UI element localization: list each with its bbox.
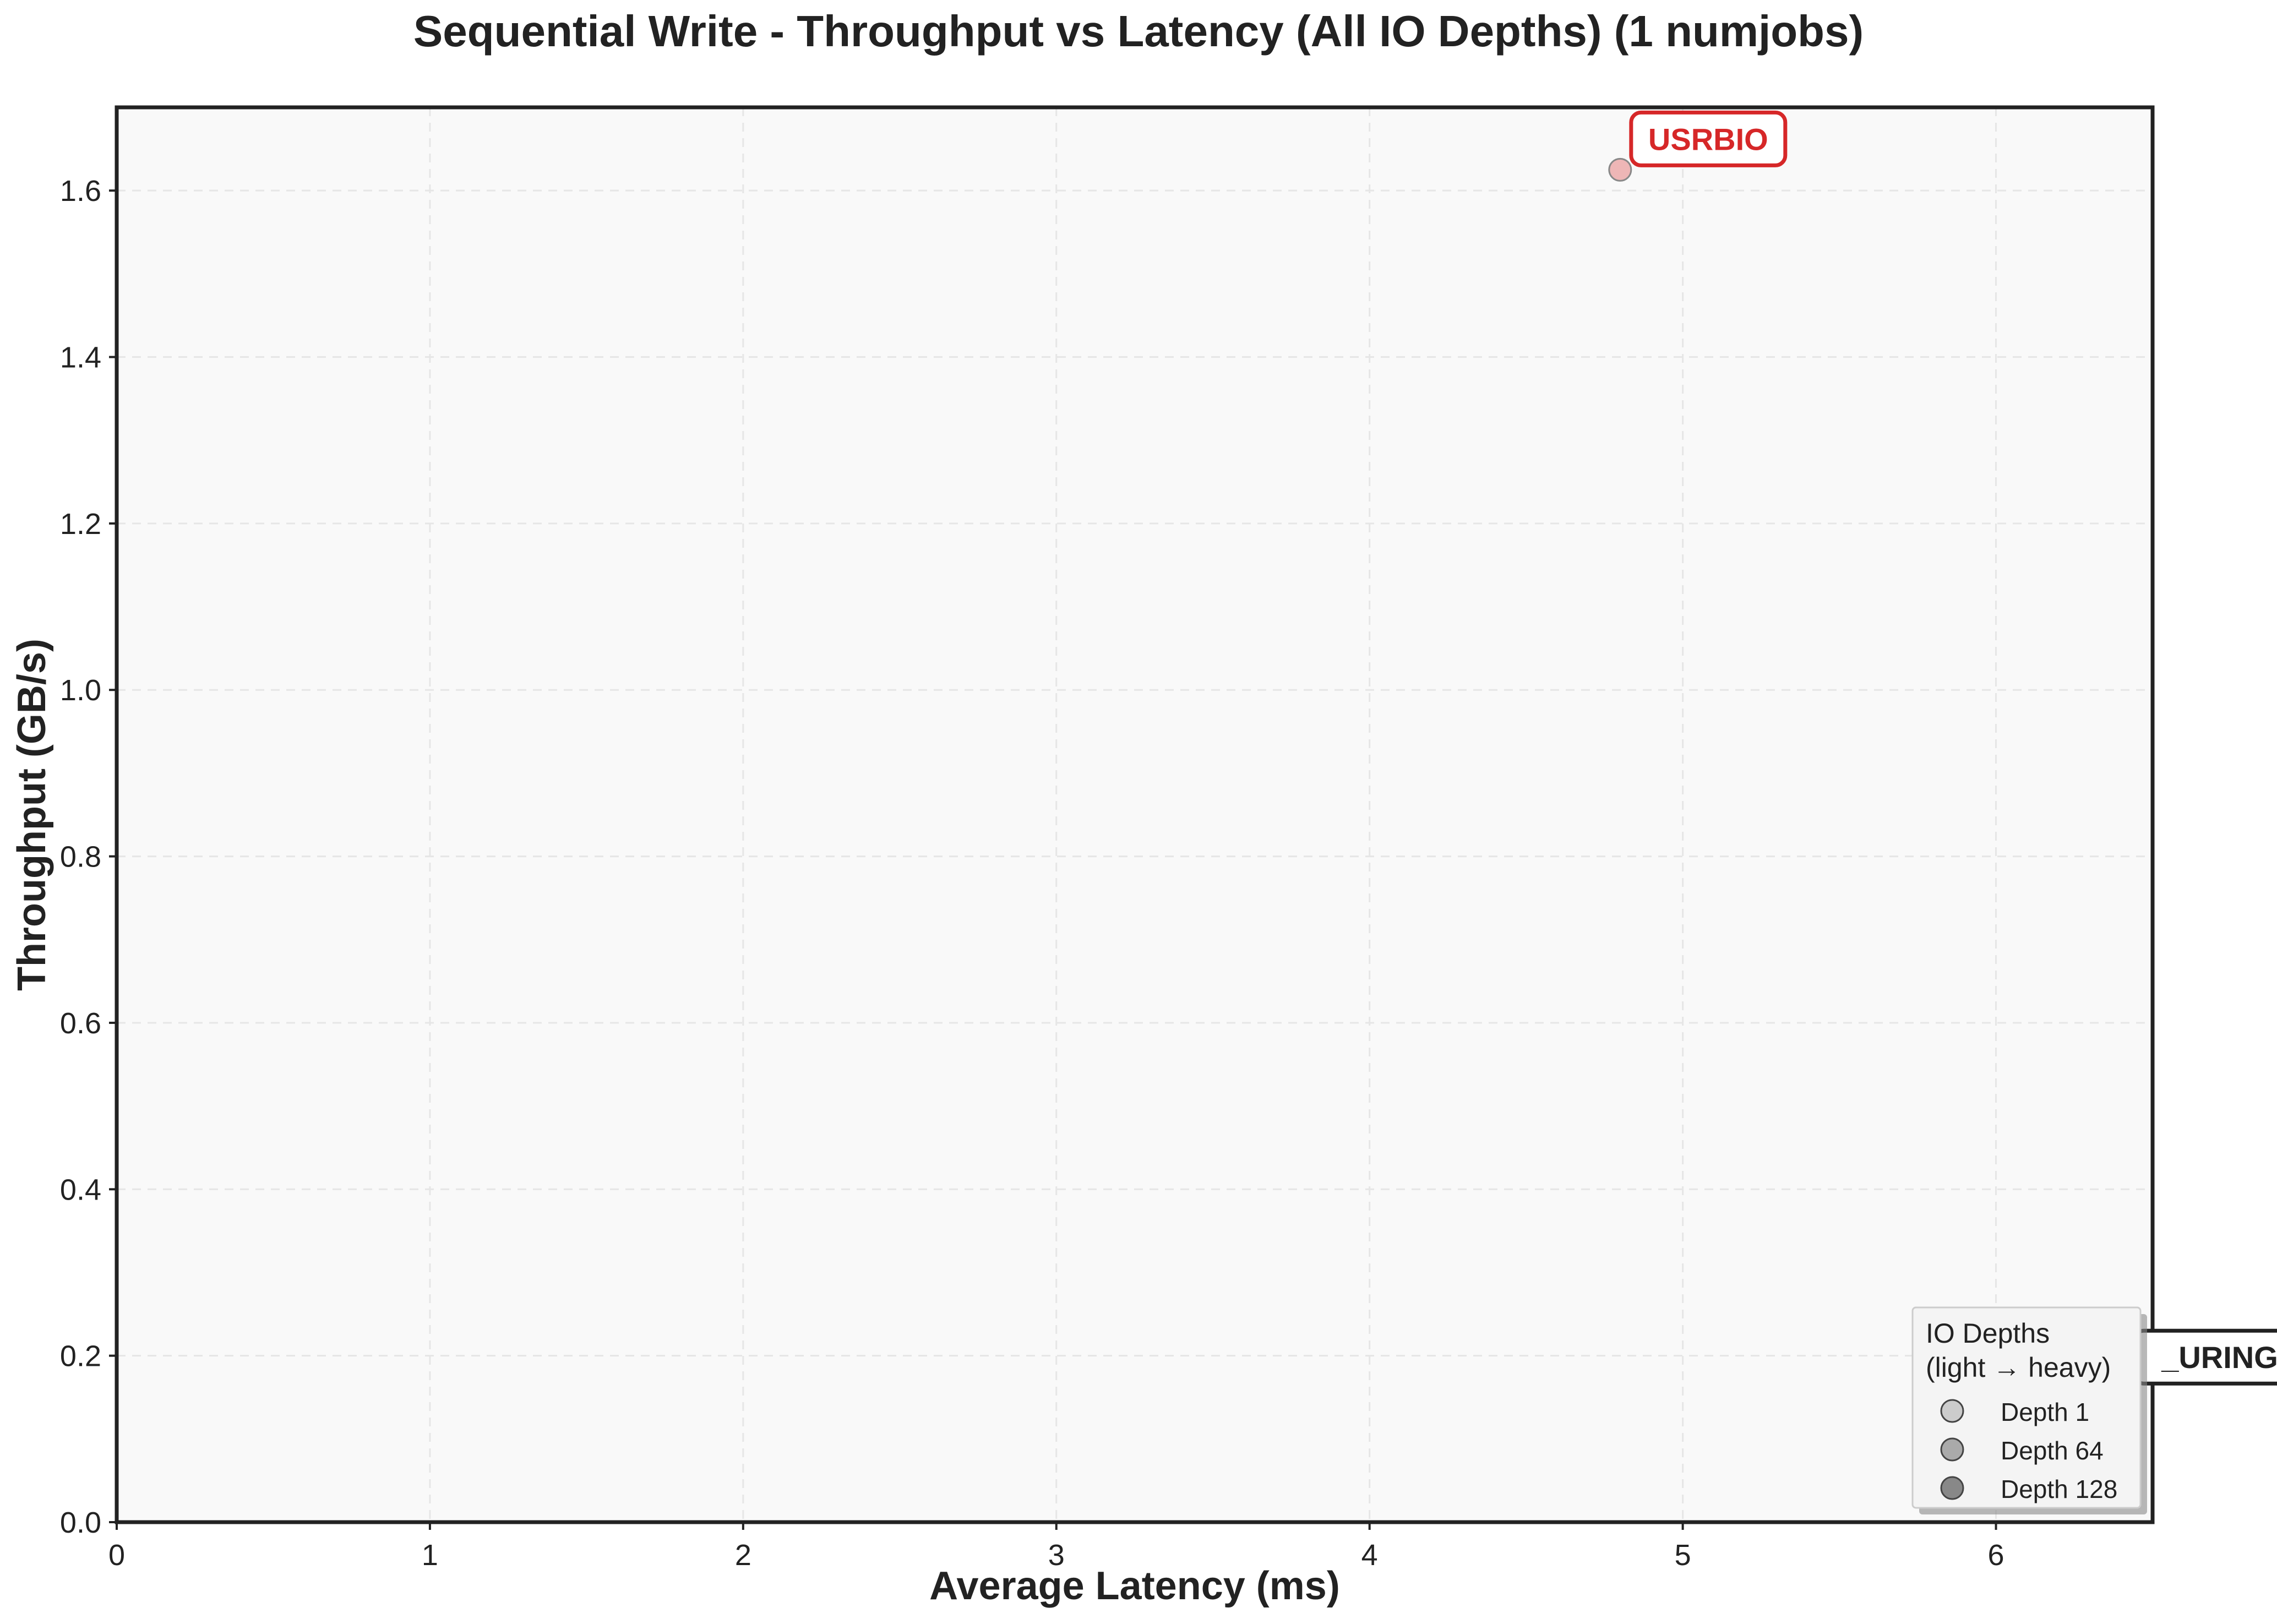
legend-subtitle: (light → heavy) xyxy=(1926,1352,2111,1383)
legend-marker xyxy=(1940,1399,1964,1423)
y-tick-label: 0.8 xyxy=(60,841,101,874)
annotation-box xyxy=(1629,110,1788,167)
legend-marker xyxy=(1940,1476,1964,1500)
y-tick-label: 1.0 xyxy=(60,674,101,707)
plot-area xyxy=(117,107,2153,1522)
annotation-label: USRBIO xyxy=(1648,122,1768,156)
legend-entry-label: Depth 1 xyxy=(2001,1398,2089,1426)
x-tick-label: 6 xyxy=(1988,1539,2004,1572)
plot-border xyxy=(115,105,2155,1524)
y-tick-label: 1.4 xyxy=(60,341,101,374)
axis-ticks: 0 1 2 3 4 5 6 0.0 0.2 0.4 0.6 0.8 1.0 1.2 1.4 1.6 xyxy=(60,175,2004,1572)
legend-marker xyxy=(1940,1437,1964,1462)
legend-title: IO Depths xyxy=(1926,1318,2050,1349)
data-point[interactable] xyxy=(1608,157,1632,182)
y-tick-label: 0.6 xyxy=(60,1007,101,1040)
y-tick-label: 1.2 xyxy=(60,508,101,541)
legend-entry-label: Depth 128 xyxy=(2001,1475,2117,1503)
legend-box xyxy=(1911,1306,2142,1509)
data-points xyxy=(1608,157,1632,182)
legend[interactable]: IO Depths(light → heavy) Depth 1 Depth 64 D… xyxy=(1911,1306,2147,1514)
legend-entry-label: Depth 64 xyxy=(2001,1436,2104,1465)
x-tick-label: 0 xyxy=(108,1539,125,1572)
y-tick-label: 0.2 xyxy=(60,1340,101,1373)
chart-title: Sequential Write - Throughput vs Latency… xyxy=(413,7,1864,56)
y-axis-label: Throughput (GB/s) xyxy=(10,639,54,991)
x-tick-label: 3 xyxy=(1048,1539,1065,1572)
annotation-label: _URING xyxy=(2161,1340,2277,1375)
grid-lines xyxy=(117,107,2153,1522)
x-tick-label: 5 xyxy=(1675,1539,1691,1572)
x-tick-label: 1 xyxy=(422,1539,438,1572)
x-tick-label: 4 xyxy=(1361,1539,1378,1572)
x-tick-label: 2 xyxy=(735,1539,751,1572)
y-tick-label: 0.4 xyxy=(60,1173,101,1206)
x-axis-label: Average Latency (ms) xyxy=(929,1564,1340,1608)
y-tick-label: 1.6 xyxy=(60,175,101,208)
y-tick-label: 0.0 xyxy=(60,1506,101,1539)
annotations: USRBIO _URING xyxy=(1629,110,2277,1386)
